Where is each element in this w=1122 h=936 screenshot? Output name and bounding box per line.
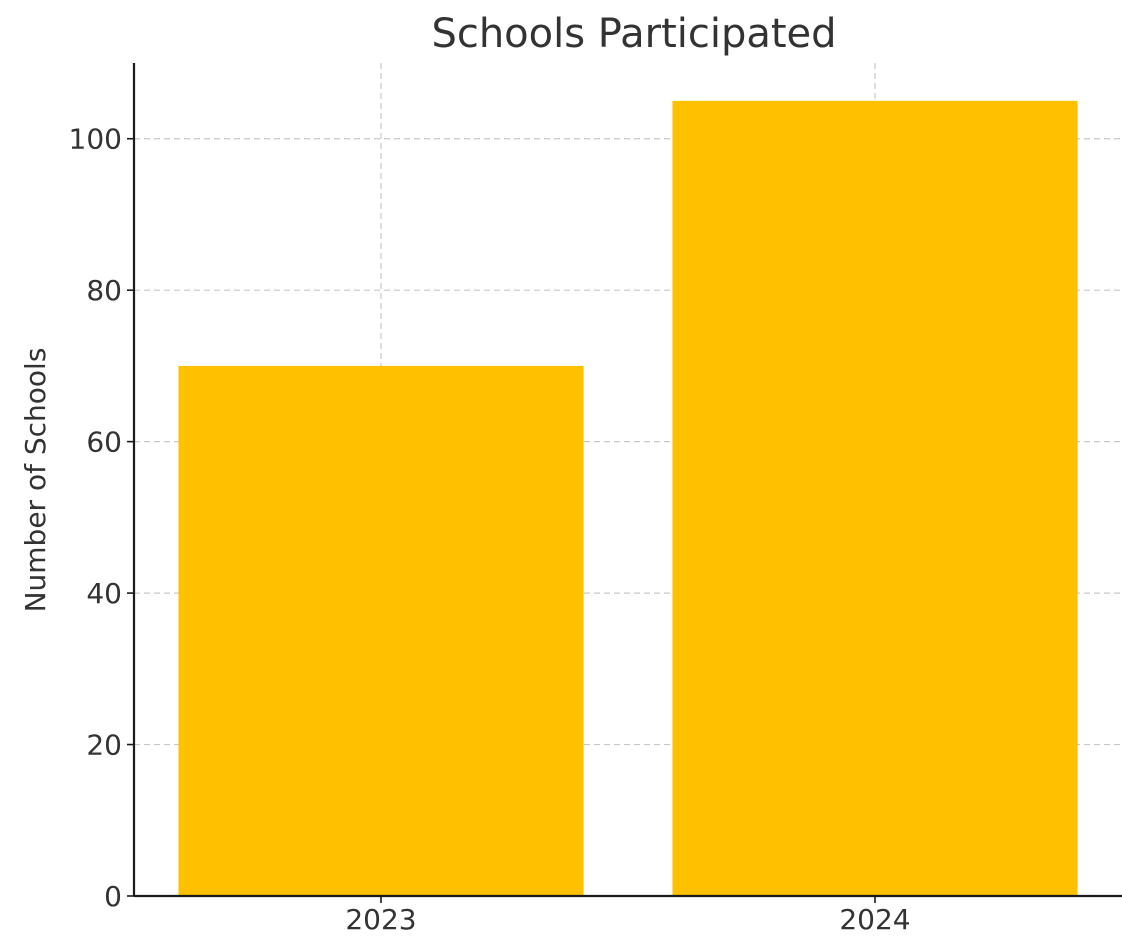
tick-layer: 0 20 40 60 80 100 2023 2024	[69, 123, 911, 936]
bar-layer	[178, 100, 1078, 897]
y-tick-label: 60	[86, 426, 122, 459]
y-axis-label: Number of Schools	[19, 348, 52, 613]
axis-layer	[132, 63, 1122, 898]
bar-2023	[178, 365, 584, 897]
chart-title: Schools Participated	[431, 11, 836, 57]
y-tick-label: 0	[104, 880, 122, 913]
y-tick-label: 100	[69, 123, 122, 156]
bar-2024	[672, 100, 1078, 896]
x-tick-label: 2023	[345, 903, 416, 936]
x-tick-label: 2024	[839, 903, 910, 936]
y-tick-label: 20	[86, 729, 122, 762]
y-tick-label: 40	[86, 577, 122, 610]
y-tick-label: 80	[86, 274, 122, 307]
